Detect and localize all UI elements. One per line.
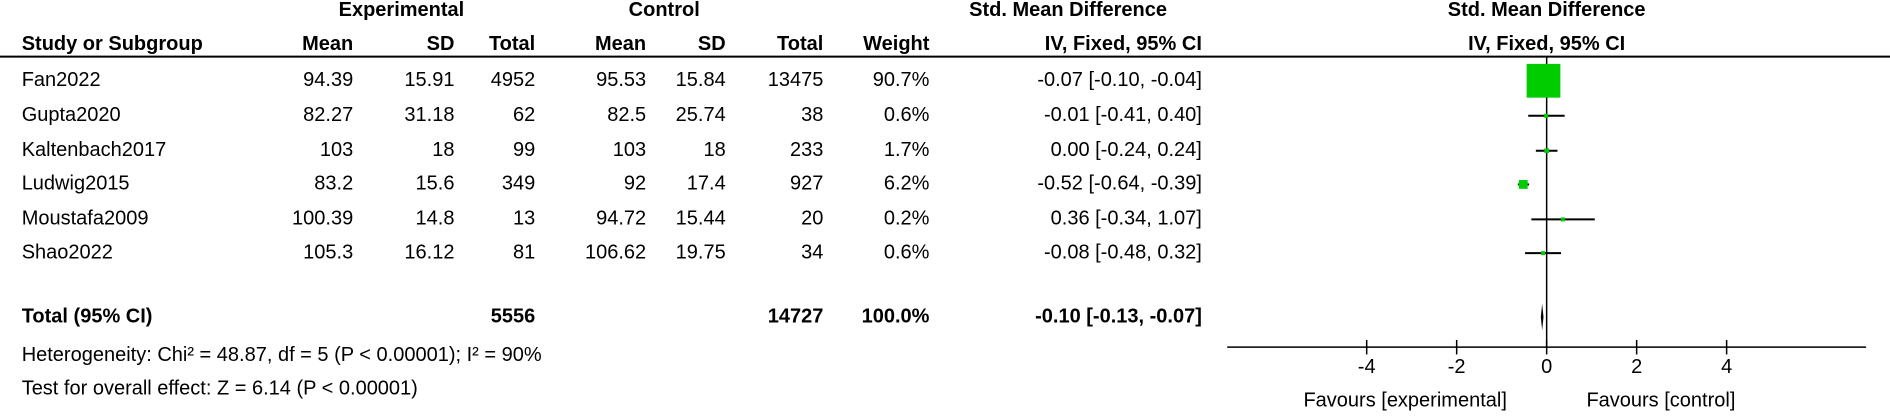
summary-diamond (1540, 303, 1544, 331)
group-header: Std. Mean Difference (1448, 0, 1646, 21)
cell: -0.52 [-0.64, -0.39] (1037, 173, 1202, 195)
column-header: Mean (595, 33, 646, 55)
weight-square (1526, 63, 1561, 98)
cell: 0.36 [-0.34, 1.07] (1051, 208, 1202, 230)
heterogeneity: Heterogeneity: Chi² = 48.87, df = 5 (P <… (22, 344, 542, 366)
cell: 4952 (491, 69, 536, 91)
cell: 94.72 (596, 208, 646, 230)
cell: 233 (790, 139, 823, 161)
x-tick-label: -2 (1448, 356, 1466, 378)
cell: 81 (513, 241, 535, 263)
x-tick-label: 4 (1721, 356, 1732, 378)
group-header: Std. Mean Difference (969, 0, 1167, 21)
column-header: Weight (863, 33, 930, 55)
cell: 0.6% (884, 104, 930, 126)
cell: 14.8 (416, 208, 455, 230)
total-cell: -0.10 [-0.13, -0.07] (1035, 305, 1202, 327)
cell: 92 (624, 173, 646, 195)
cell: 17.4 (687, 173, 726, 195)
cell: 95.53 (596, 69, 646, 91)
column-header: Total (777, 33, 823, 55)
cell: 82.27 (303, 104, 353, 126)
cell: 13 (513, 208, 535, 230)
group-header: Experimental (339, 0, 465, 21)
cell: 15.6 (416, 173, 455, 195)
cell: 100.39 (292, 208, 353, 230)
cell: 31.18 (404, 104, 454, 126)
cell: 62 (513, 104, 535, 126)
total-cell: 5556 (491, 305, 536, 327)
column-header: IV, Fixed, 95% CI (1045, 33, 1202, 55)
column-header: Study or Subgroup (22, 33, 203, 55)
weight-square (1541, 251, 1546, 256)
weight-square (1544, 148, 1549, 153)
cell: 6.2% (884, 173, 930, 195)
cell: 1.7% (884, 139, 930, 161)
cell: 0.6% (884, 241, 930, 263)
cell: Kaltenbach2017 (22, 139, 167, 161)
cell: 0.2% (884, 208, 930, 230)
weight-square (1544, 113, 1549, 118)
cell: 34 (801, 241, 823, 263)
weight-square (1518, 180, 1528, 189)
cell: 82.5 (607, 104, 646, 126)
favours-label: Favours [experimental] (1303, 390, 1506, 412)
cell: 90.7% (873, 69, 930, 91)
total-cell: Total (95% CI) (22, 305, 153, 327)
column-header: Mean (302, 33, 353, 55)
overall-effect: Test for overall effect: Z = 6.14 (P < 0… (22, 378, 418, 400)
cell: 99 (513, 139, 535, 161)
cell: 15.44 (676, 208, 726, 230)
x-tick-label: 0 (1541, 356, 1552, 378)
cell: 38 (801, 104, 823, 126)
column-header: SD (698, 33, 726, 55)
cell: 18 (703, 139, 725, 161)
cell: Fan2022 (22, 69, 101, 91)
cell: Gupta2020 (22, 104, 121, 126)
column-header: Total (489, 33, 535, 55)
cell: -0.08 [-0.48, 0.32] (1044, 241, 1202, 263)
weight-square (1560, 217, 1565, 222)
cell: Ludwig2015 (22, 173, 130, 195)
cell: 25.74 (676, 104, 726, 126)
cell: 0.00 [-0.24, 0.24] (1051, 139, 1202, 161)
cell: 103 (613, 139, 646, 161)
favours-label: Favours [control] (1586, 390, 1735, 412)
x-tick-label: -4 (1358, 356, 1376, 378)
cell: 20 (801, 208, 823, 230)
cell: 106.62 (585, 241, 646, 263)
cell: 15.91 (404, 69, 454, 91)
cell: Shao2022 (22, 241, 113, 263)
cell: Moustafa2009 (22, 208, 149, 230)
cell: 349 (502, 173, 535, 195)
cell: 105.3 (303, 241, 353, 263)
total-cell: 14727 (768, 305, 824, 327)
cell: 18 (432, 139, 454, 161)
cell: 103 (320, 139, 353, 161)
column-header: SD (427, 33, 455, 55)
cell: 19.75 (676, 241, 726, 263)
cell: 83.2 (314, 173, 353, 195)
cell: -0.01 [-0.41, 0.40] (1044, 104, 1202, 126)
column-header: IV, Fixed, 95% CI (1468, 33, 1625, 55)
cell: 16.12 (404, 241, 454, 263)
cell: 15.84 (676, 69, 726, 91)
group-header: Control (629, 0, 700, 21)
cell: 13475 (768, 69, 824, 91)
x-tick-label: 2 (1631, 356, 1642, 378)
cell: -0.07 [-0.10, -0.04] (1037, 69, 1202, 91)
cell: 94.39 (303, 69, 353, 91)
cell: 927 (790, 173, 823, 195)
total-cell: 100.0% (862, 305, 930, 327)
